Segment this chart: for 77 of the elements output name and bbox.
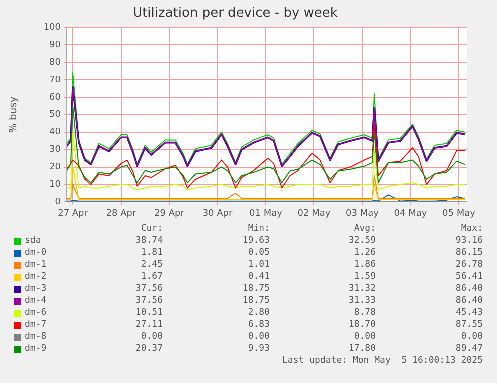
text: 1.86 bbox=[354, 260, 376, 270]
text: 27.11 bbox=[136, 320, 163, 330]
x-tick-label: 04 May bbox=[394, 208, 428, 219]
text: 93.16 bbox=[456, 236, 483, 246]
legend-label: sda bbox=[25, 236, 42, 246]
text: 37.56 bbox=[136, 296, 163, 306]
text: 89.47 bbox=[456, 344, 483, 354]
text: 17.80 bbox=[348, 344, 376, 354]
y-tick-label: 80 bbox=[50, 58, 62, 68]
text: 0.00 bbox=[461, 332, 483, 342]
text: 31.33 bbox=[348, 296, 376, 306]
x-tick-label: 27 Apr bbox=[58, 208, 88, 219]
text: 18.70 bbox=[348, 320, 376, 330]
text: 31.32 bbox=[348, 284, 376, 294]
y-tick-label: 0 bbox=[55, 198, 62, 208]
text: Cur: bbox=[141, 224, 163, 234]
legend-label: dm-6 bbox=[25, 308, 47, 318]
text: 2.45 bbox=[141, 260, 163, 270]
y-tick-label: 70 bbox=[50, 75, 62, 86]
x-tick-label: 29 Apr bbox=[154, 208, 185, 219]
legend-label: dm-3 bbox=[25, 284, 47, 294]
text: 37.56 bbox=[136, 284, 163, 294]
legend-label: dm-8 bbox=[25, 332, 47, 342]
text: 45.43 bbox=[456, 308, 483, 318]
y-tick-label: 40 bbox=[50, 128, 62, 138]
text: 1.01 bbox=[248, 260, 270, 270]
text: 86.15 bbox=[456, 248, 483, 258]
text: 8.78 bbox=[354, 308, 376, 318]
text: 20.37 bbox=[136, 344, 163, 354]
text: 19.63 bbox=[242, 236, 270, 246]
y-tick-label: 30 bbox=[50, 145, 62, 156]
legend-label: dm-0 bbox=[25, 248, 47, 258]
text: 2.80 bbox=[248, 308, 270, 318]
text: 0.41 bbox=[248, 272, 270, 282]
text: 0.05 bbox=[248, 248, 270, 258]
text: 10.51 bbox=[136, 308, 163, 318]
text: 18.75 bbox=[242, 284, 270, 294]
legend-label: dm-2 bbox=[25, 272, 47, 282]
y-tick-label: 60 bbox=[50, 92, 62, 103]
y-tick-label: 20 bbox=[50, 162, 62, 173]
text: Avg: bbox=[354, 224, 376, 234]
text: 38.74 bbox=[136, 236, 163, 246]
x-tick-label: 28 Apr bbox=[106, 208, 137, 219]
y-tick-label: 50 bbox=[50, 110, 62, 120]
text: Max: bbox=[461, 224, 483, 234]
legend-label: dm-7 bbox=[25, 320, 47, 330]
text: 0.00 bbox=[354, 332, 376, 342]
text: 1.67 bbox=[141, 272, 163, 282]
text: 86.40 bbox=[456, 296, 483, 306]
text: 0.00 bbox=[248, 332, 270, 342]
text: 1.81 bbox=[141, 248, 163, 258]
y-tick-label: 100 bbox=[44, 22, 62, 33]
y-axis-title: % busy bbox=[8, 96, 20, 134]
x-tick-label: 30 Apr bbox=[202, 208, 233, 219]
text: 9.93 bbox=[248, 344, 270, 354]
legend-label: dm-4 bbox=[25, 296, 47, 306]
text: 6.83 bbox=[248, 320, 270, 330]
text: 1.59 bbox=[354, 272, 376, 282]
y-tick-label: 10 bbox=[50, 180, 62, 190]
legend-label: dm-9 bbox=[25, 344, 47, 354]
text: 1.26 bbox=[354, 248, 376, 258]
y-tick-label: 90 bbox=[50, 40, 62, 50]
x-tick-label: 01 May bbox=[250, 208, 284, 219]
text: Last update: Mon May 5 16:00:13 2025 bbox=[282, 356, 483, 366]
chart-title: Utilization per device - by week bbox=[133, 6, 338, 22]
x-tick-label: 02 May bbox=[298, 208, 332, 219]
text: 56.41 bbox=[456, 272, 483, 282]
text: 87.55 bbox=[456, 320, 483, 330]
text: 32.59 bbox=[348, 236, 376, 246]
text: 26.78 bbox=[456, 260, 483, 270]
x-tick-label: 05 May bbox=[442, 208, 476, 219]
x-tick-label: 03 May bbox=[346, 208, 380, 219]
text: Min: bbox=[248, 224, 270, 234]
text: 0.00 bbox=[141, 332, 163, 342]
text: 18.75 bbox=[242, 296, 270, 306]
text: 86.40 bbox=[456, 284, 483, 294]
legend-label: dm-1 bbox=[25, 260, 47, 270]
